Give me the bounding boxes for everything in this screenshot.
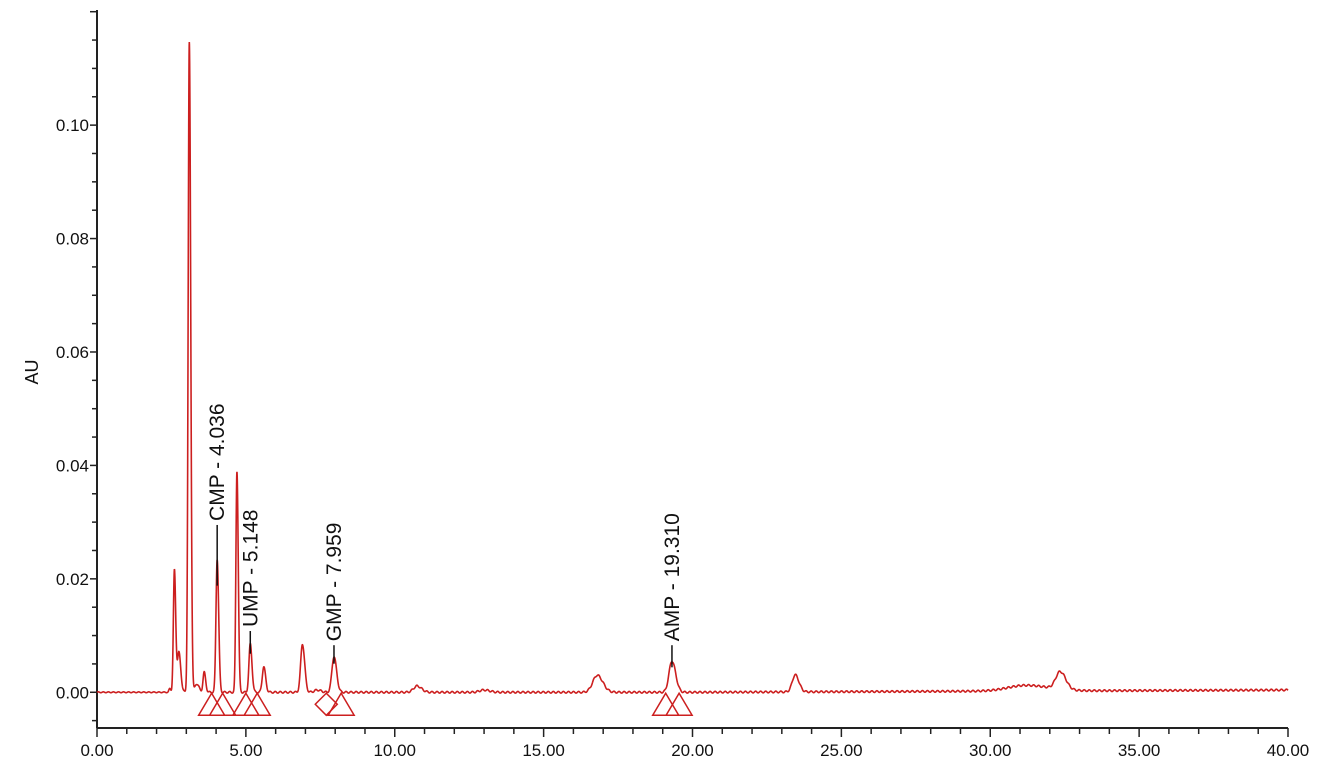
peak-label: CMP - 4.036 [206,403,229,521]
peak-label: UMP - 5.148 [239,510,262,628]
chromatogram-trace [96,41,1289,694]
triangle-marker [651,691,681,717]
y-tick-label: 0.10 [56,116,89,135]
y-tick-label: 0.04 [56,456,89,475]
x-tick-label: 10.00 [373,741,416,760]
x-tick-label: 5.00 [229,741,262,760]
y-tick-label: 0.02 [56,570,89,589]
triangle-marker [664,691,694,717]
x-tick-label: 20.00 [671,741,714,760]
axes [96,10,1288,729]
y-tick-label: 0.00 [56,683,89,702]
x-tick-label: 15.00 [522,741,565,760]
x-tick-label: 30.00 [969,741,1012,760]
x-tick-label: 0.00 [80,741,113,760]
triangle-marker [242,691,272,717]
peak-annotations: CMP - 4.036 UMP - 5.148 GMP - 7.959 AMP - 1… [206,403,684,668]
diamond-marker [314,692,339,717]
y-axis-label: AU [22,359,42,384]
triangle-marker [326,691,356,717]
ticks: 0.00 5.00 10.00 15.00 20.00 25.00 30.00 35.00 40… [56,10,1310,760]
peak-label: GMP - 7.959 [323,523,346,642]
y-tick-label: 0.08 [56,230,89,249]
x-tick-label: 35.00 [1118,741,1161,760]
x-tick-label: 40.00 [1267,741,1310,760]
triangle-marker [208,691,237,717]
y-tick-label: 0.06 [56,343,89,362]
integration-markers [197,691,694,717]
x-tick-label: 25.00 [820,741,863,760]
peak-label: AMP - 19.310 [661,513,684,641]
